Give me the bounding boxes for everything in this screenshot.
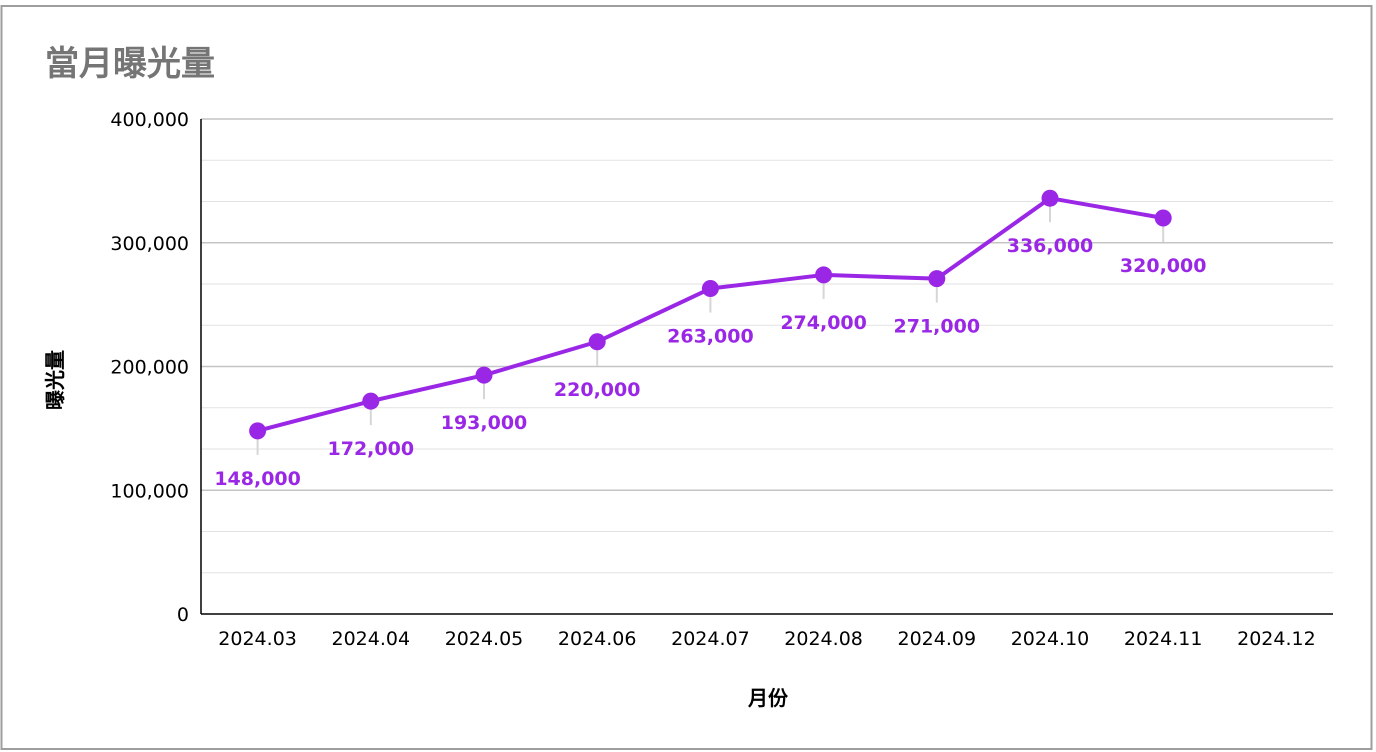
- data-label: 172,000: [328, 438, 415, 460]
- data-label: 274,000: [780, 312, 867, 334]
- x-tick-label: 2024.03: [218, 628, 297, 650]
- data-point: [362, 392, 380, 410]
- data-point: [815, 266, 833, 284]
- data-point: [701, 280, 719, 298]
- x-tick-label: 2024.10: [1011, 628, 1090, 650]
- series-layer: [249, 189, 1172, 455]
- data-labels: 148,000 172,000 193,000 220,000 263,000 274,0…: [214, 235, 1206, 490]
- chart-border: [0, 5, 1373, 750]
- data-point: [588, 333, 606, 351]
- y-tick-label: 200,000: [110, 357, 189, 379]
- y-tick-label: 0: [177, 604, 189, 626]
- data-label: 220,000: [554, 379, 641, 401]
- x-tick-label: 2024.07: [671, 628, 750, 650]
- x-tick-label: 2024.08: [784, 628, 863, 650]
- x-tick-labels: 2024.03 2024.04 2024.05 2024.06 2024.07 2024.…: [218, 628, 1315, 650]
- data-label: 193,000: [441, 412, 528, 434]
- data-point: [928, 270, 946, 288]
- data-label: 336,000: [1007, 235, 1094, 257]
- y-tick-label: 100,000: [110, 480, 189, 502]
- data-point: [249, 422, 267, 440]
- y-axis-title: 曝光量: [43, 350, 67, 410]
- chart-title: 當月曝光量: [45, 44, 215, 84]
- axis-layer: [200, 119, 1333, 615]
- data-label: 271,000: [894, 316, 981, 338]
- data-label: 263,000: [667, 326, 754, 348]
- y-tick-label: 300,000: [110, 233, 189, 255]
- x-axis-title: 月份: [747, 686, 789, 710]
- x-tick-label: 2024.06: [558, 628, 637, 650]
- grid-layer: [201, 118, 1333, 574]
- data-label: 148,000: [214, 468, 301, 490]
- y-tick-label: 400,000: [110, 109, 189, 131]
- x-tick-label: 2024.04: [332, 628, 411, 650]
- data-label: 320,000: [1120, 255, 1207, 277]
- data-point: [1041, 189, 1059, 207]
- x-tick-label: 2024.05: [445, 628, 524, 650]
- data-point: [475, 366, 493, 384]
- x-tick-label: 2024.09: [898, 628, 977, 650]
- y-tick-labels: 0 100,000 200,000 300,000 400,000: [110, 109, 189, 626]
- x-tick-label: 2024.11: [1124, 628, 1203, 650]
- x-tick-label: 2024.12: [1237, 628, 1316, 650]
- data-point: [1154, 209, 1172, 227]
